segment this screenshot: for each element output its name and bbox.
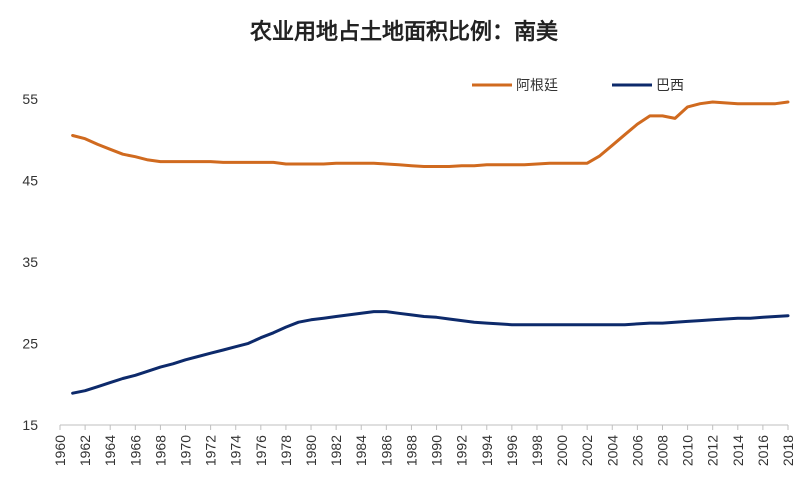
legend-label: 阿根廷 — [516, 78, 558, 94]
x-tick-label: 2014 — [730, 435, 746, 466]
x-tick-label: 2004 — [604, 435, 620, 466]
chart-title: 农业用地占土地面积比例：南美 — [249, 19, 559, 45]
x-tick-label: 1990 — [429, 435, 445, 466]
x-tick-label: 1964 — [102, 435, 118, 466]
x-tick-label: 1972 — [203, 435, 219, 466]
x-tick-label: 2008 — [654, 435, 670, 466]
x-tick-label: 1976 — [253, 435, 269, 466]
x-tick-label: 1960 — [52, 435, 68, 466]
x-tick-label: 1992 — [454, 435, 470, 466]
x-tick-label: 1966 — [127, 435, 143, 466]
y-axis-ticks: 15 25 35 45 55 — [22, 91, 38, 433]
y-tick-label: 35 — [22, 254, 38, 270]
x-tick-label: 2018 — [780, 435, 796, 466]
x-tick-label: 2002 — [579, 435, 595, 466]
x-tick-label: 1994 — [479, 435, 495, 466]
legend-label: 巴西 — [656, 78, 684, 94]
x-tick-label: 1978 — [278, 435, 294, 466]
series-line-0 — [71, 100, 790, 168]
x-tick-label: 2006 — [629, 435, 645, 466]
x-tick-label: 2016 — [755, 435, 771, 466]
x-tick-label: 1974 — [228, 435, 244, 466]
y-tick-label: 15 — [22, 417, 38, 433]
legend: 阿根廷 巴西 — [472, 78, 684, 94]
plot-lines — [71, 100, 790, 395]
x-tick-label: 1996 — [504, 435, 520, 466]
x-axis-ticks: 1960 1962 1964 1966 1968 1970 1972 1974 1976 1978… — [52, 425, 796, 466]
x-tick-label: 1970 — [178, 435, 194, 466]
x-tick-label: 1986 — [378, 435, 394, 466]
x-tick-label: 1988 — [403, 435, 419, 466]
series-line-1 — [71, 310, 790, 395]
x-tick-label: 1998 — [529, 435, 545, 466]
y-tick-label: 25 — [22, 335, 38, 351]
x-tick-label: 1980 — [303, 435, 319, 466]
x-tick-label: 2012 — [705, 435, 721, 466]
x-tick-label: 1968 — [152, 435, 168, 466]
x-tick-label: 2010 — [680, 435, 696, 466]
x-tick-label: 1982 — [328, 435, 344, 466]
y-tick-label: 55 — [22, 91, 38, 107]
y-tick-label: 45 — [22, 172, 38, 188]
x-tick-label: 1962 — [77, 435, 93, 466]
x-tick-label: 1984 — [353, 435, 369, 466]
x-tick-label: 2000 — [554, 435, 570, 466]
